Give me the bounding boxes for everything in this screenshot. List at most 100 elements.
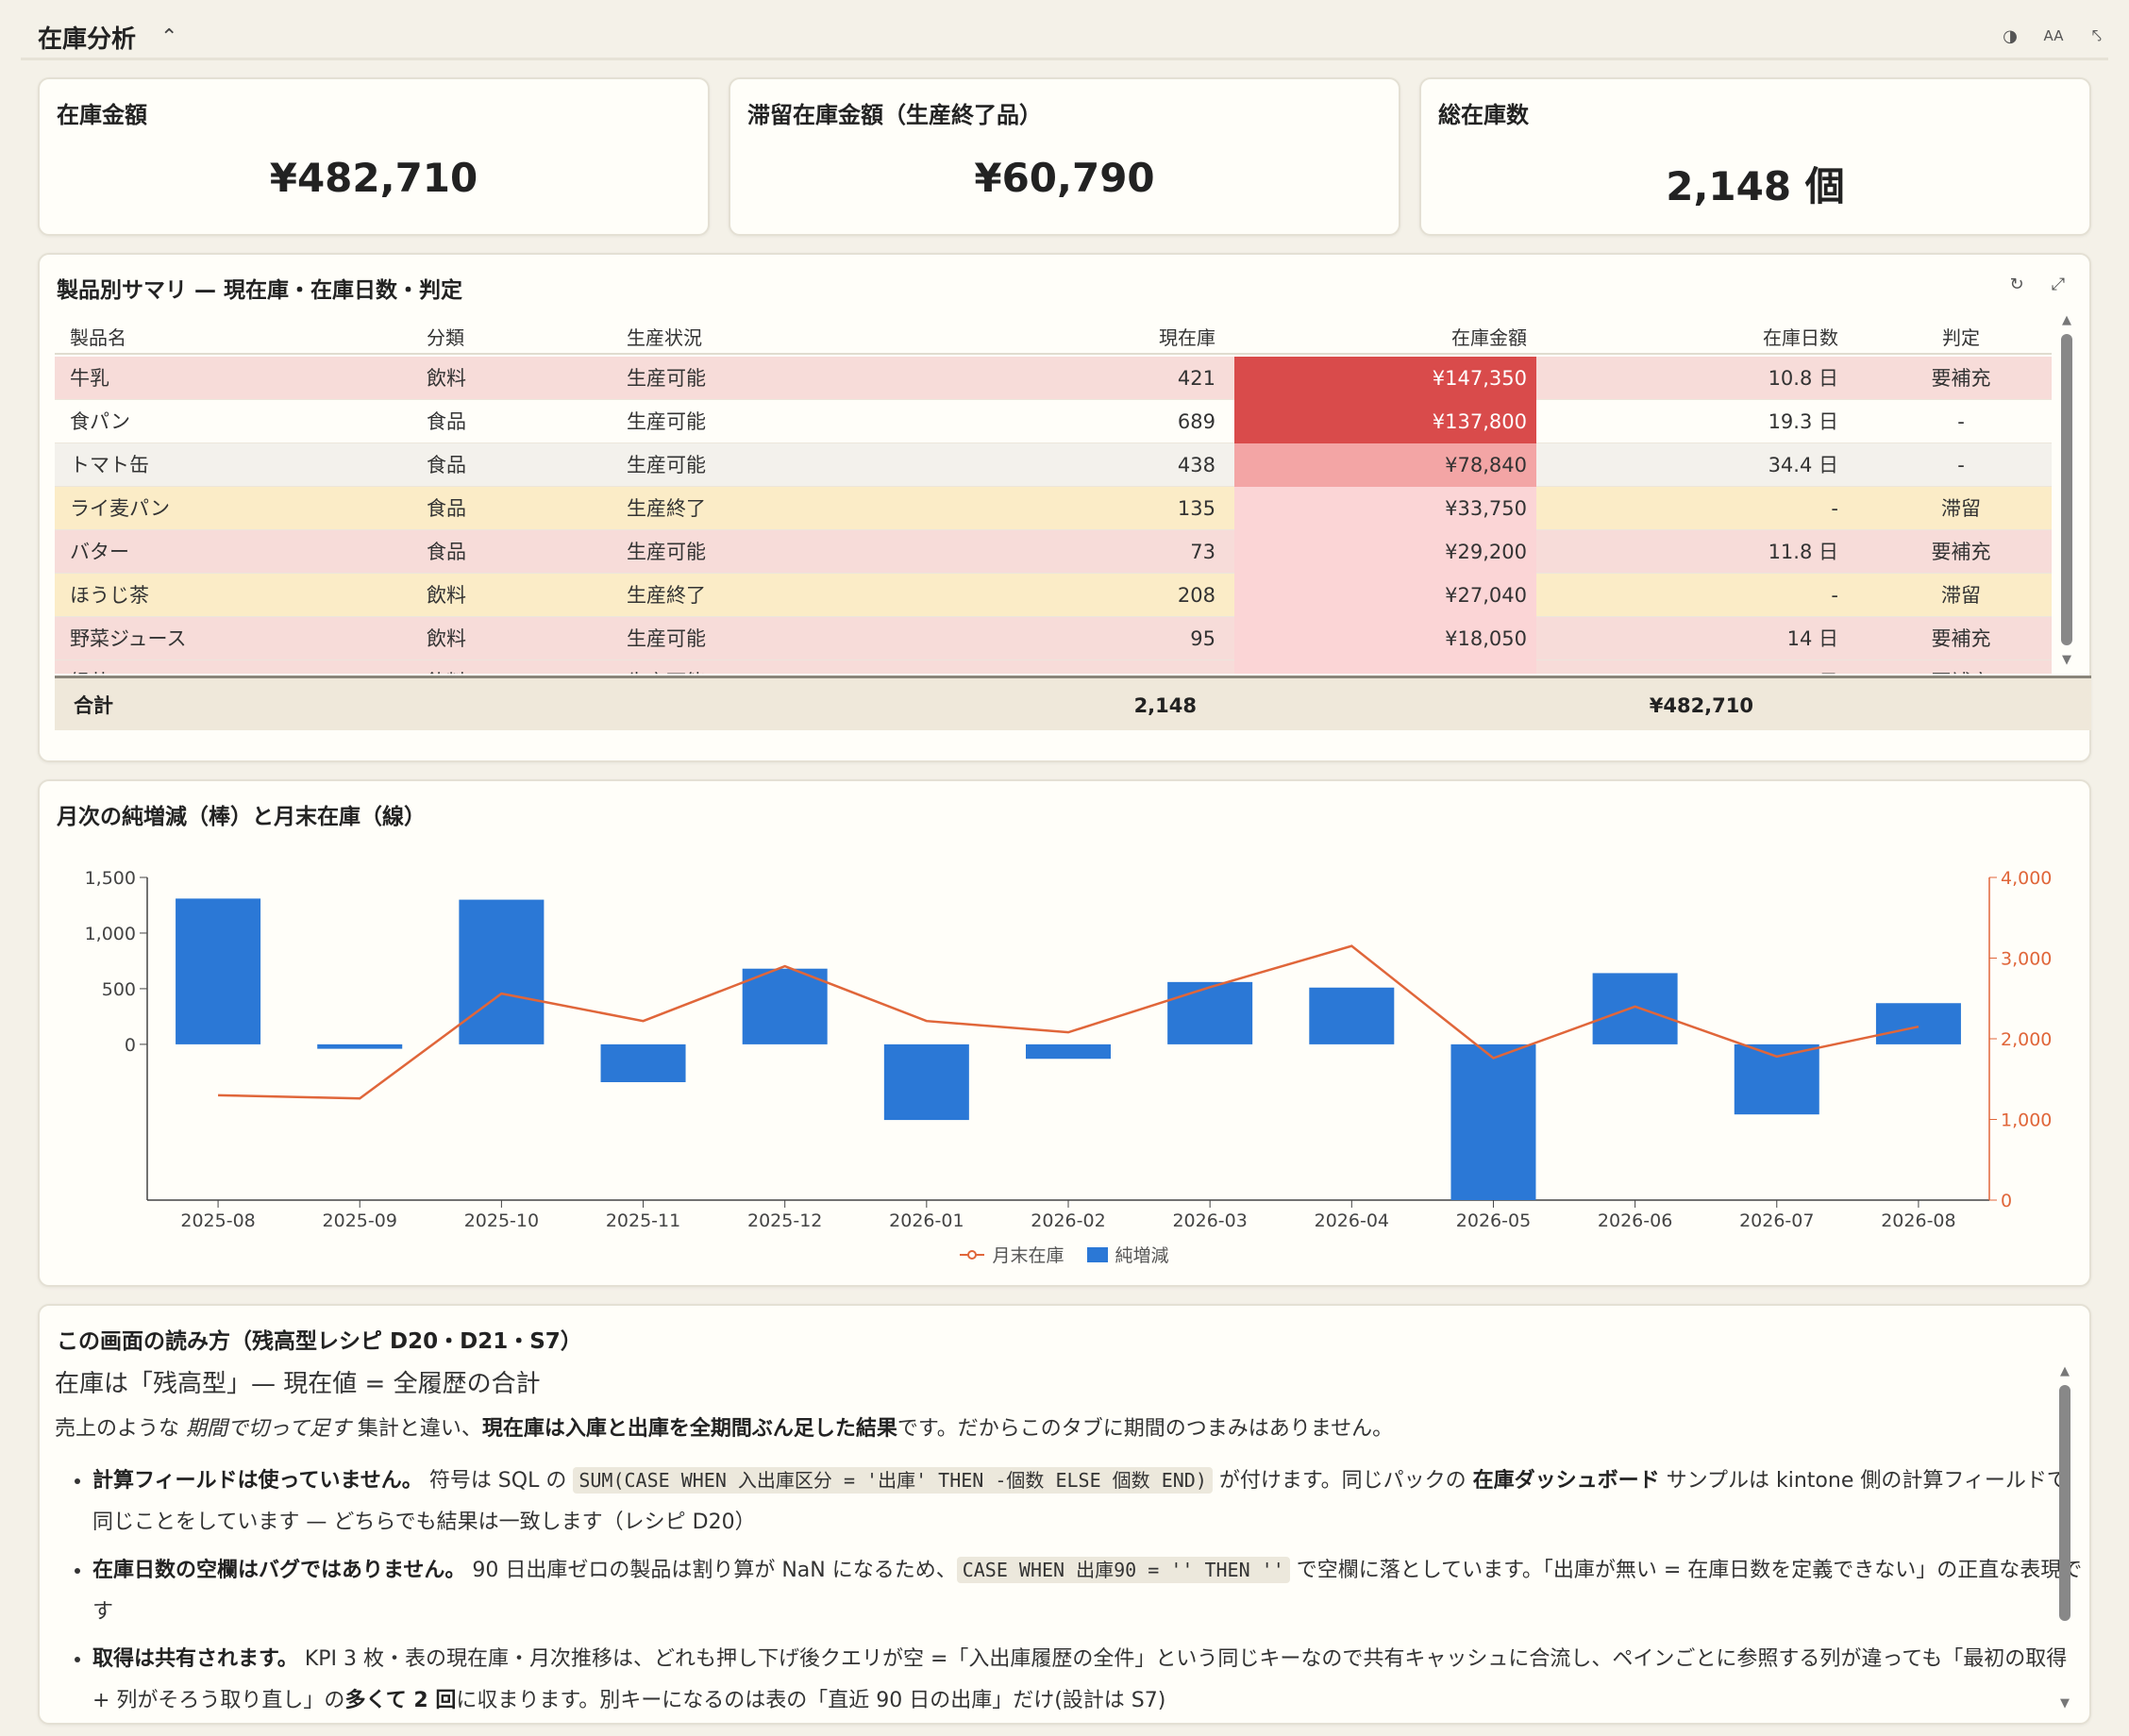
cell-verdict: - <box>1957 410 1965 433</box>
guide-content: 在庫は「残高型」— 現在値 = 全履歴の合計 売上のような 期間で切って足す 集… <box>55 1364 2084 1736</box>
text: 90 日出庫ゼロの製品は割り算が NaN になるため、 <box>472 1559 957 1582</box>
bar-net-change <box>1734 1043 1819 1115</box>
code: CASE WHEN 出庫90 = '' THEN '' <box>956 1557 1290 1583</box>
cell-category: 飲料 <box>427 584 466 607</box>
cell-days: 11.8 日 <box>1768 541 1838 563</box>
cell-status: 生産終了 <box>627 584 706 607</box>
bar-net-change <box>1592 973 1678 1044</box>
guide-list: 計算フィールドは使っていません。 符号は SQL の SUM(CASE WHEN… <box>92 1460 2084 1722</box>
left-tick-label: 0 <box>125 1035 136 1056</box>
right-tick-label: 0 <box>2001 1191 2012 1211</box>
table-row[interactable]: トマト缶 食品 生産可能 438 ¥78,840 34.4 日 - <box>55 443 2052 487</box>
expand-icon[interactable]: ⤢ <box>2051 274 2066 294</box>
cell-name: ライ麦パン <box>70 497 171 520</box>
x-tick-label: 2026-04 <box>1315 1210 1389 1231</box>
strong: 多くて 2 回 <box>344 1689 457 1712</box>
text: 集計と違い、 <box>350 1417 482 1441</box>
scroll-thumb[interactable] <box>2061 334 2072 645</box>
strong: 取得は共有されます。 <box>92 1647 298 1671</box>
x-tick-label: 2025-10 <box>464 1210 539 1231</box>
table-row[interactable]: バター 食品 生産可能 73 ¥29,200 11.8 日 要補充 <box>55 530 2052 574</box>
collapse-icon[interactable]: ⤣ <box>2091 25 2103 46</box>
cell-amount: ¥137,800 <box>1234 400 1536 443</box>
legend-item-bar[interactable]: 純増減 <box>1086 1242 1169 1267</box>
cell-days: 34.4 日 <box>1768 454 1838 476</box>
cell-category: 食品 <box>427 454 466 476</box>
tab-header: 在庫分析 ⌃ ◑ AA ⤣ <box>21 17 2108 60</box>
cell-verdict: 要補充 <box>1904 660 2018 674</box>
cell-category: 食品 <box>427 541 466 563</box>
table-scrollbar[interactable]: ▲ ▼ <box>2059 313 2074 672</box>
table-header: 製品名 分類 生産状況 現在庫 在庫金額 在庫日数 判定 <box>55 313 2052 355</box>
cell-status: 生産可能 <box>627 541 706 563</box>
col-header-amount[interactable]: 在庫金額 <box>1451 326 1527 349</box>
col-header-stock[interactable]: 現在庫 <box>1159 326 1215 349</box>
kpi-card-stagnant-value: 滞留在庫金額（生産終了品） ¥60,790 <box>729 77 1400 236</box>
cell-stock: 438 <box>1177 454 1215 476</box>
strong: 在庫日数の空欄はバグではありません。 <box>92 1559 466 1582</box>
guide-scrollbar[interactable]: ▲ ▼ <box>2057 1364 2072 1713</box>
cell-stock: 689 <box>1177 410 1215 433</box>
cell-category: 飲料 <box>427 627 466 650</box>
scroll-up-icon[interactable]: ▲ <box>2062 313 2071 327</box>
x-tick-label: 2025-11 <box>606 1210 680 1231</box>
table-row[interactable]: 牛乳 飲料 生産可能 421 ¥147,350 10.8 日 要補充 <box>55 357 2052 400</box>
x-tick-label: 2026-02 <box>1031 1210 1105 1231</box>
table-row[interactable]: ライ麦パン 食品 生産終了 135 ¥33,750 - 滞留 <box>55 487 2052 530</box>
cell-verdict: 滞留 <box>1941 584 1981 607</box>
strong: 計算フィールドは使っていません。 <box>92 1469 423 1493</box>
cell-stock: 89 <box>1046 660 1215 674</box>
strong: 現在庫は入庫と出庫を全期間ぶん足した結果 <box>481 1417 897 1441</box>
contrast-icon[interactable]: ◑ <box>2003 25 2018 46</box>
kpi-label: 在庫金額 <box>57 102 147 128</box>
x-tick-label: 2026-03 <box>1172 1210 1247 1231</box>
cell-status: 生産可能 <box>627 410 706 433</box>
cell-name: 食パン <box>70 410 131 433</box>
cell-category: 飲料 <box>427 660 568 674</box>
text: 符号は SQL の <box>428 1469 574 1493</box>
cell-status: 生産可能 <box>627 454 706 476</box>
summary-title: 製品別サマリ — 現在庫・在庫日数・判定 <box>57 278 463 303</box>
cell-days: 14 日 <box>1786 627 1838 650</box>
collapse-chevron-icon[interactable]: ⌃ <box>160 25 178 49</box>
col-header-days[interactable]: 在庫日数 <box>1763 326 1838 349</box>
scroll-down-icon[interactable]: ▼ <box>2062 653 2071 667</box>
cell-status: 生産可能 <box>627 627 706 650</box>
cell-status: 生産可能 <box>627 660 815 674</box>
table-row[interactable]: 緑茶 飲料 生産可能 89 ¥10,680 9 日 要補充 <box>55 660 2052 674</box>
scroll-down-icon[interactable]: ▼ <box>2060 1696 2070 1711</box>
table-row[interactable]: 食パン 食品 生産可能 689 ¥137,800 19.3 日 - <box>55 400 2052 443</box>
table-row[interactable]: 野菜ジュース 飲料 生産可能 95 ¥18,050 14 日 要補充 <box>55 617 2052 660</box>
table-row[interactable]: ほうじ茶 飲料 生産終了 208 ¥27,040 - 滞留 <box>55 574 2052 617</box>
right-tick-label: 4,000 <box>2001 868 2052 889</box>
bar-net-change <box>883 1043 969 1121</box>
bar-net-change <box>1026 1043 1111 1060</box>
cell-category: 食品 <box>427 410 466 433</box>
bar-net-change <box>1450 1043 1536 1200</box>
guide-heading: 在庫は「残高型」— 現在値 = 全履歴の合計 <box>55 1370 541 1398</box>
font-size-icon[interactable]: AA <box>2043 27 2064 44</box>
col-header-verdict[interactable]: 判定 <box>1942 326 1980 349</box>
cell-days: 10.8 日 <box>1768 367 1838 390</box>
code: SUM(CASE WHEN 入出庫区分 = '出庫' THEN -個数 ELSE… <box>573 1467 1213 1494</box>
legend-item-line[interactable]: 月末在庫 <box>960 1242 1064 1267</box>
cell-name: 緑茶 <box>70 660 353 674</box>
cell-name: 野菜ジュース <box>70 627 187 650</box>
scroll-up-icon[interactable]: ▲ <box>2060 1364 2070 1378</box>
kpi-card-total-stock: 総在庫数 2,148 個 <box>1419 77 2091 236</box>
col-header-status[interactable]: 生産状況 <box>627 326 702 349</box>
guide-intro: 売上のような 期間で切って足す 集計と違い、現在庫は入庫と出庫を全期間ぶん足した… <box>55 1409 2084 1450</box>
cell-verdict: 要補充 <box>1931 627 1991 650</box>
bar-net-change <box>1309 987 1395 1044</box>
cell-name: ほうじ茶 <box>70 584 149 607</box>
refresh-icon[interactable]: ↻ <box>2009 274 2024 294</box>
line-month-end-stock <box>218 944 1919 1100</box>
col-header-name[interactable]: 製品名 <box>70 326 126 349</box>
col-header-category[interactable]: 分類 <box>427 326 464 349</box>
chart-legend: 月末在庫 純増減 <box>40 1242 2089 1267</box>
scroll-thumb[interactable] <box>2059 1385 2070 1621</box>
cell-days: - <box>1831 497 1838 520</box>
text: が付けます。同じパックの <box>1212 1469 1473 1493</box>
guide-card: この画面の読み方（残高型レシピ D20・D21・S7） 在庫は「残高型」— 現在… <box>38 1304 2091 1725</box>
x-tick-label: 2025-12 <box>747 1210 822 1231</box>
